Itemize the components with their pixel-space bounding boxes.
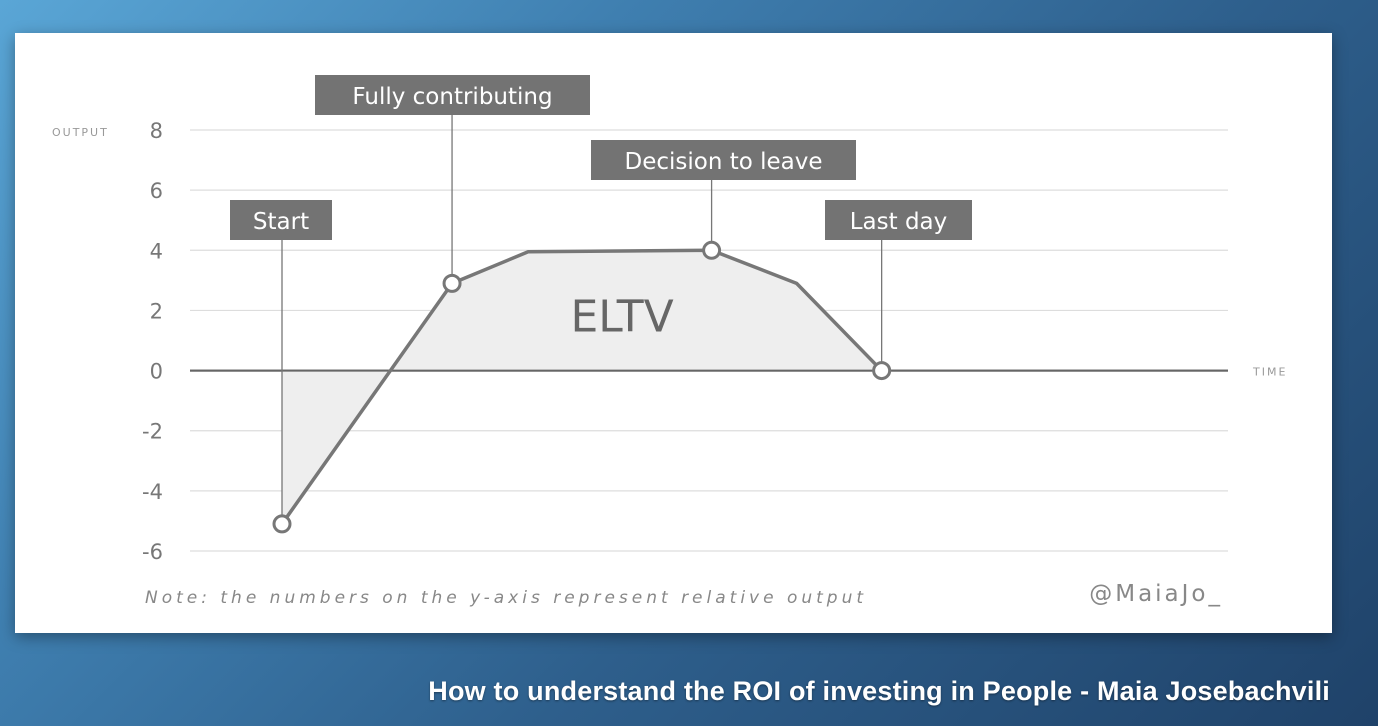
callout-box: [315, 75, 590, 115]
y-tick-label: -6: [142, 540, 163, 564]
y-tick-label: -2: [142, 420, 163, 444]
x-axis-label: TIME: [1252, 366, 1287, 379]
y-tick-label: 2: [150, 299, 163, 323]
eltv-area: [282, 250, 882, 524]
callout-label: Start: [253, 209, 309, 235]
callout-label: Decision to leave: [624, 149, 822, 175]
milestone-marker: [272, 514, 292, 534]
eltv-chart: 8 6 4 2 0 -2 -4 -6 OUTPUT TIME ELTV Start Fully cont…: [52, 75, 1287, 608]
y-tick-label: 0: [150, 360, 163, 384]
callout-label: Fully contributing: [352, 84, 552, 110]
milestone-marker: [702, 240, 722, 260]
video-caption: How to understand the ROI of investing i…: [428, 676, 1330, 706]
y-tick-label: -4: [142, 480, 163, 504]
author-handle: @MaiaJo_: [1089, 581, 1223, 607]
y-tick-label: 6: [150, 179, 163, 203]
chart-card: 8 6 4 2 0 -2 -4 -6 OUTPUT TIME ELTV Start Fully cont…: [15, 33, 1332, 633]
callout-label: Last day: [850, 209, 948, 235]
y-tick-label: 8: [150, 119, 163, 143]
eltv-area-label: ELTV: [570, 291, 673, 342]
eltv-curve: [280, 248, 883, 525]
milestone-marker: [872, 361, 892, 381]
milestone-marker: [442, 273, 462, 293]
y-axis-label: OUTPUT: [52, 126, 109, 139]
callout-box: [591, 140, 856, 180]
footnote: Note: the numbers on the y-axis represen…: [145, 588, 867, 608]
y-tick-label: 4: [150, 239, 163, 263]
callout-box: [825, 200, 972, 240]
callout-box: [230, 200, 332, 240]
